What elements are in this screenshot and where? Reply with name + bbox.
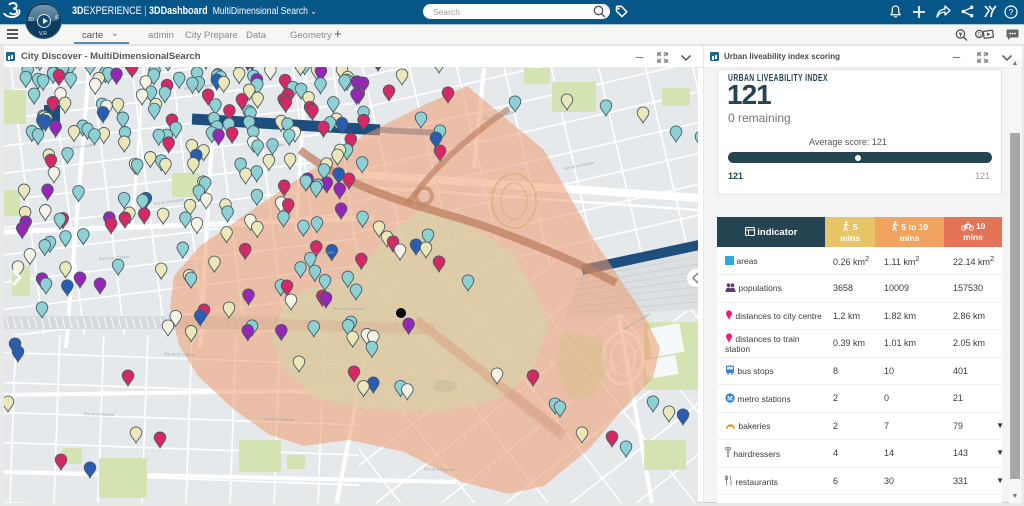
svg-text:?: ? (1009, 7, 1014, 17)
svg-text:Rue de la Chapelle: Rue de la Chapelle (164, 352, 195, 357)
svg-text:Rue de la Chapelle: Rue de la Chapelle (184, 83, 215, 91)
svg-text:0: 0 (978, 32, 982, 38)
svg-text:Rue de la Chapelle: Rue de la Chapelle (84, 412, 115, 417)
svg-text:Rue de la Chapelle: Rue de la Chapelle (154, 198, 185, 206)
svg-text:Rue de la Chapelle: Rue de la Chapelle (99, 255, 130, 261)
svg-text:Rue de la Chapelle: Rue de la Chapelle (304, 250, 335, 256)
svg-text:Rue de la Chapelle: Rue de la Chapelle (64, 143, 95, 151)
svg-text:Rue de la Chapelle: Rue de la Chapelle (483, 111, 514, 121)
svg-text:Rue de la Chapelle: Rue de la Chapelle (563, 161, 594, 171)
svg-text:Rue de la Chapelle: Rue de la Chapelle (424, 467, 455, 472)
svg-text:Rue de la Chapelle: Rue de la Chapelle (264, 417, 295, 422)
svg-text:M: M (727, 395, 732, 402)
svg-text:Rue de la Chapelle: Rue de la Chapelle (254, 143, 285, 151)
svg-text:Rue de la Chapelle: Rue de la Chapelle (334, 307, 365, 311)
